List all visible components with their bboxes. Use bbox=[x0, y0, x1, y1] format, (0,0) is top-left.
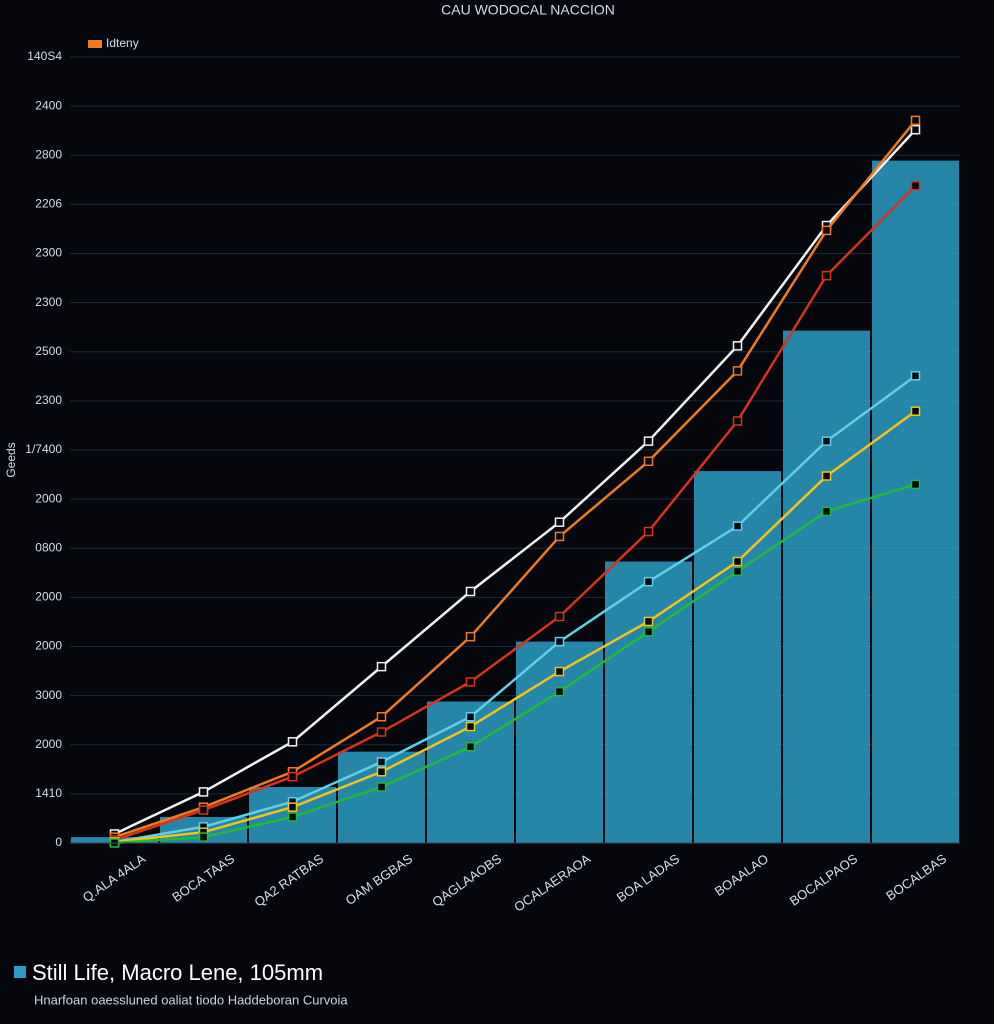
point bbox=[821, 506, 832, 517]
point bbox=[554, 517, 565, 527]
point bbox=[910, 180, 921, 191]
x-tick-label: QAGLAAOBS bbox=[429, 851, 504, 910]
x-tick-label: QA2 RATBAS bbox=[251, 851, 326, 910]
x-tick-label: Q.ALA 4ALA bbox=[80, 851, 149, 905]
point bbox=[732, 556, 743, 567]
point bbox=[821, 225, 832, 236]
point bbox=[643, 526, 654, 537]
y-tick-label: 3000 bbox=[35, 688, 62, 702]
point bbox=[287, 802, 298, 812]
y-tick-label: 1/7400 bbox=[25, 442, 62, 456]
point bbox=[910, 479, 921, 490]
point bbox=[821, 436, 832, 446]
point bbox=[198, 787, 209, 797]
point bbox=[287, 737, 298, 747]
legend-label: Still Life, Macro Lene, 105mm bbox=[32, 960, 323, 985]
point bbox=[287, 812, 298, 822]
line bbox=[114, 483, 916, 845]
point bbox=[643, 627, 654, 637]
y-tick-label: 2000 bbox=[35, 737, 62, 751]
point bbox=[910, 371, 921, 381]
point bbox=[643, 456, 654, 467]
point bbox=[732, 521, 743, 531]
legend-swatch bbox=[88, 40, 102, 48]
legend-swatch bbox=[14, 966, 26, 978]
point bbox=[376, 782, 387, 792]
point bbox=[554, 666, 565, 677]
point bbox=[465, 721, 476, 732]
x-tick-label: BOCALPAOS bbox=[787, 851, 861, 909]
x-tick-label: BOCA TAAS bbox=[169, 851, 237, 905]
point bbox=[376, 711, 387, 722]
point bbox=[287, 771, 298, 782]
point bbox=[910, 115, 921, 126]
point bbox=[198, 805, 209, 815]
point bbox=[554, 636, 565, 647]
legend-label: Idteny bbox=[106, 36, 139, 50]
point bbox=[732, 366, 743, 376]
y-tick-label: 2000 bbox=[35, 491, 62, 505]
bar bbox=[872, 160, 959, 843]
point bbox=[554, 611, 565, 622]
y-tick-label: 2000 bbox=[35, 590, 62, 604]
y-tick-label: 2000 bbox=[35, 639, 62, 653]
y-tick-label: 2206 bbox=[35, 197, 62, 211]
point bbox=[465, 741, 476, 752]
chart-title: CAU WODOCAL NACCION bbox=[441, 2, 615, 18]
point bbox=[821, 270, 832, 281]
x-tick-label: BOCALBAS bbox=[883, 851, 949, 904]
point bbox=[465, 586, 476, 597]
y-tick-label: 0 bbox=[55, 835, 62, 849]
point bbox=[376, 757, 387, 767]
line bbox=[114, 119, 917, 839]
line bbox=[114, 410, 917, 844]
y-tick-label: 2300 bbox=[35, 295, 62, 309]
point bbox=[910, 406, 921, 416]
y-tick-label: 2300 bbox=[35, 393, 62, 407]
point bbox=[821, 471, 832, 481]
point bbox=[376, 661, 387, 672]
point bbox=[465, 677, 476, 687]
bar bbox=[783, 330, 870, 844]
y-tick-label: 2800 bbox=[35, 147, 62, 161]
point bbox=[732, 341, 743, 351]
point bbox=[465, 631, 476, 642]
line bbox=[113, 128, 917, 836]
y-tick-label: 2500 bbox=[35, 344, 62, 358]
x-tick-label: OCALAERAOA bbox=[511, 851, 593, 915]
line bbox=[114, 374, 917, 844]
y-tick-label: 1410 bbox=[35, 786, 62, 800]
point bbox=[554, 686, 565, 697]
point bbox=[732, 566, 743, 577]
line bbox=[114, 184, 917, 842]
y-tick-label: 2400 bbox=[35, 98, 62, 112]
x-tick-label: OAM BGBAS bbox=[343, 851, 416, 908]
x-tick-label: BOA LADAS bbox=[614, 851, 683, 905]
y-axis-label: Geeds bbox=[4, 442, 18, 477]
point bbox=[643, 576, 654, 587]
y-tick-label: 2300 bbox=[35, 246, 62, 260]
y-tick-label: 0800 bbox=[35, 540, 62, 554]
point bbox=[643, 616, 654, 627]
point bbox=[910, 124, 921, 135]
y-tick-label: 140S4 bbox=[27, 49, 62, 63]
point bbox=[465, 711, 476, 722]
x-tick-label: BOAALAO bbox=[712, 851, 772, 899]
subtitle: Hnarfoan oaessluned oaliat tiodo Haddebo… bbox=[34, 992, 348, 1007]
point bbox=[732, 416, 743, 426]
point bbox=[643, 436, 654, 446]
point bbox=[554, 531, 565, 542]
point bbox=[198, 832, 209, 842]
point bbox=[376, 767, 387, 777]
point bbox=[376, 727, 387, 737]
bar bbox=[605, 561, 692, 843]
